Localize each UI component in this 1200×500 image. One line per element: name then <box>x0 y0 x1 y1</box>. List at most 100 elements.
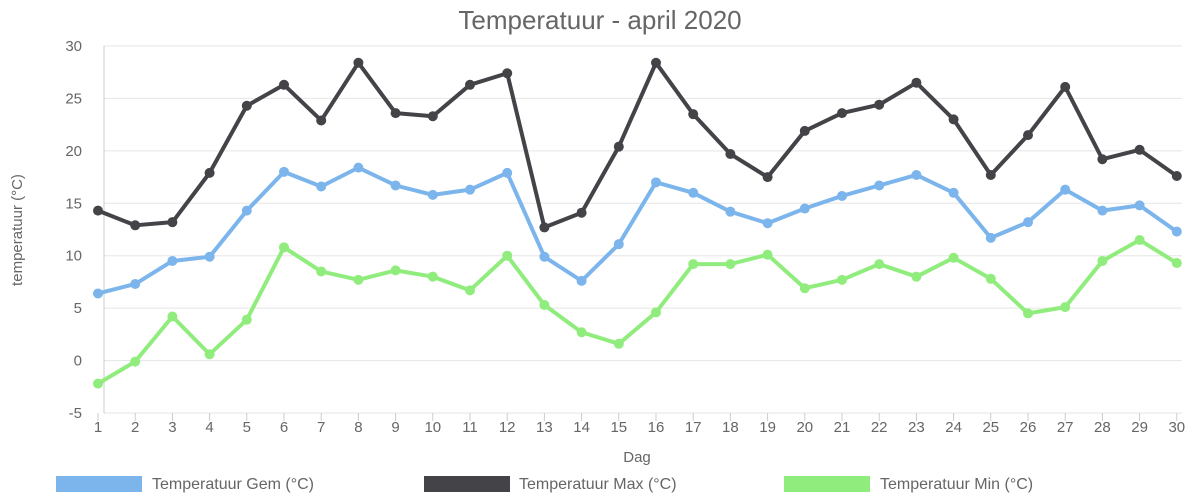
x-tick-label: 12 <box>499 419 516 436</box>
data-point[interactable] <box>985 273 996 284</box>
data-point[interactable] <box>465 79 475 90</box>
data-point[interactable] <box>279 242 289 253</box>
legend-item[interactable]: Temperatuur Gem (°C) <box>56 476 314 493</box>
data-point[interactable] <box>353 162 364 173</box>
data-point[interactable] <box>204 349 215 360</box>
data-point[interactable] <box>279 79 289 90</box>
data-point[interactable] <box>651 57 661 68</box>
data-point[interactable] <box>1097 255 1108 266</box>
data-point[interactable] <box>539 251 550 262</box>
data-point[interactable] <box>762 172 773 183</box>
data-point[interactable] <box>1023 130 1033 141</box>
data-point[interactable] <box>167 311 178 322</box>
data-point[interactable] <box>353 57 364 68</box>
data-point[interactable] <box>576 207 587 218</box>
data-point[interactable] <box>502 250 513 261</box>
data-point[interactable] <box>725 149 736 160</box>
data-point[interactable] <box>1134 144 1145 155</box>
data-point[interactable] <box>948 252 959 263</box>
data-point[interactable] <box>985 232 996 243</box>
data-point[interactable] <box>799 125 810 136</box>
data-point[interactable] <box>1171 171 1182 182</box>
x-tick-label: 9 <box>391 419 399 436</box>
data-point[interactable] <box>390 108 401 119</box>
data-point[interactable] <box>725 206 736 217</box>
data-point[interactable] <box>1171 258 1182 269</box>
legend-item[interactable]: Temperatuur Min (°C) <box>784 476 1033 493</box>
data-point[interactable] <box>465 184 475 195</box>
data-point[interactable] <box>130 279 141 290</box>
data-point[interactable] <box>204 167 215 178</box>
data-point[interactable] <box>465 285 475 296</box>
data-point[interactable] <box>241 100 252 111</box>
x-axis-label: Dag <box>623 449 651 466</box>
data-point[interactable] <box>874 259 885 270</box>
data-point[interactable] <box>1060 184 1071 195</box>
data-point[interactable] <box>390 180 401 191</box>
data-point[interactable] <box>1060 302 1071 313</box>
data-point[interactable] <box>316 115 327 126</box>
data-point[interactable] <box>837 274 847 285</box>
legend-item[interactable]: Temperatuur Max (°C) <box>424 476 677 493</box>
data-point[interactable] <box>241 205 252 216</box>
data-point[interactable] <box>911 77 922 88</box>
data-point[interactable] <box>688 109 699 120</box>
data-point[interactable] <box>1097 205 1108 216</box>
data-point[interactable] <box>502 167 513 178</box>
data-point[interactable] <box>948 114 959 125</box>
data-point[interactable] <box>167 217 178 228</box>
data-point[interactable] <box>576 275 587 286</box>
data-point[interactable] <box>241 314 252 325</box>
data-point[interactable] <box>427 111 438 122</box>
x-tick-label: 15 <box>610 419 627 436</box>
data-point[interactable] <box>762 218 773 229</box>
data-point[interactable] <box>911 271 922 282</box>
data-point[interactable] <box>911 169 922 180</box>
data-point[interactable] <box>130 356 141 367</box>
data-point[interactable] <box>725 259 736 270</box>
data-point[interactable] <box>353 274 364 285</box>
data-point[interactable] <box>130 220 141 231</box>
data-point[interactable] <box>539 222 550 233</box>
data-point[interactable] <box>93 378 103 389</box>
data-point[interactable] <box>837 190 847 201</box>
data-point[interactable] <box>204 251 215 262</box>
data-point[interactable] <box>93 288 103 299</box>
data-point[interactable] <box>613 239 624 250</box>
data-point[interactable] <box>799 283 810 294</box>
data-point[interactable] <box>948 187 959 198</box>
data-point[interactable] <box>539 299 550 310</box>
data-point[interactable] <box>762 249 773 260</box>
data-point[interactable] <box>502 68 513 79</box>
data-point[interactable] <box>613 141 624 152</box>
data-point[interactable] <box>576 327 587 338</box>
data-point[interactable] <box>1134 234 1145 245</box>
data-point[interactable] <box>167 255 178 266</box>
data-point[interactable] <box>390 265 401 276</box>
data-point[interactable] <box>316 266 327 277</box>
legend-label: Temperatuur Min (°C) <box>880 476 1033 493</box>
data-point[interactable] <box>1060 81 1071 92</box>
data-point[interactable] <box>316 181 327 192</box>
data-point[interactable] <box>1023 217 1033 228</box>
data-point[interactable] <box>688 187 699 198</box>
data-point[interactable] <box>279 166 289 177</box>
data-point[interactable] <box>427 189 438 200</box>
data-point[interactable] <box>651 307 661 318</box>
data-point[interactable] <box>874 99 885 110</box>
y-tick-label: 15 <box>65 195 82 212</box>
data-point[interactable] <box>1134 200 1145 211</box>
data-point[interactable] <box>1171 226 1182 237</box>
data-point[interactable] <box>688 259 699 270</box>
data-point[interactable] <box>651 177 661 188</box>
data-point[interactable] <box>427 271 438 282</box>
x-tick-label: 6 <box>280 419 288 436</box>
data-point[interactable] <box>837 108 847 119</box>
data-point[interactable] <box>985 169 996 180</box>
data-point[interactable] <box>93 205 103 216</box>
data-point[interactable] <box>1097 154 1108 165</box>
data-point[interactable] <box>874 180 885 191</box>
data-point[interactable] <box>799 203 810 214</box>
data-point[interactable] <box>613 338 624 349</box>
data-point[interactable] <box>1023 308 1033 319</box>
